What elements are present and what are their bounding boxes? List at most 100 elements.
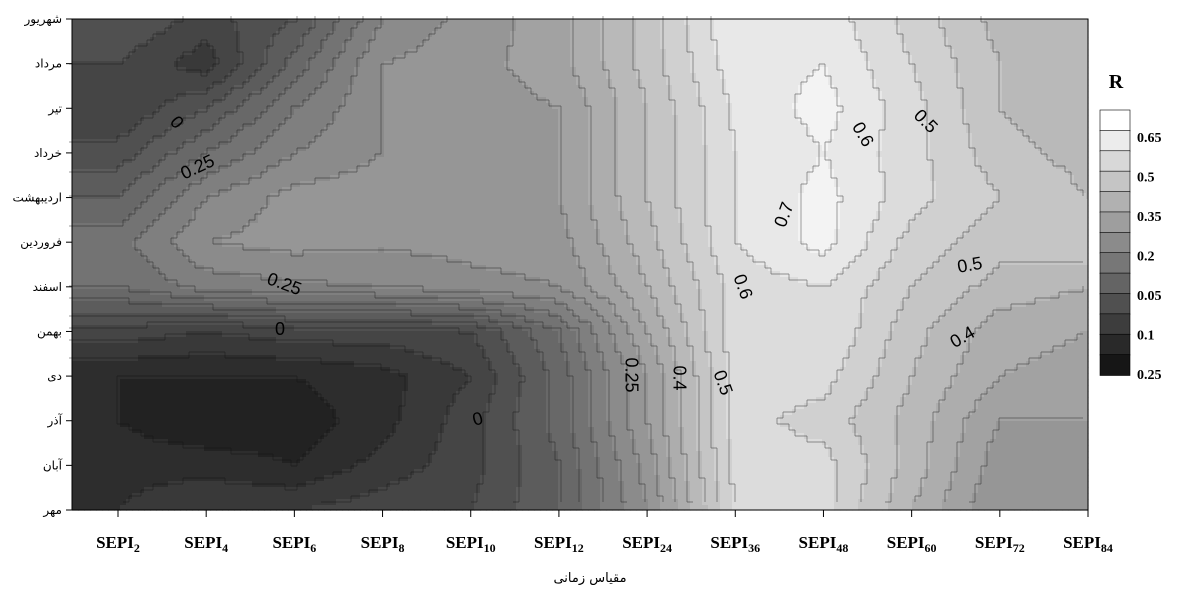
- contour-cell: [360, 121, 367, 128]
- contour-cell: [834, 49, 841, 56]
- contour-cell: [636, 103, 643, 110]
- contour-cell: [282, 91, 289, 98]
- contour-cell: [906, 175, 913, 182]
- contour-cell: [534, 139, 541, 146]
- contour-cell: [810, 151, 817, 158]
- contour-cell: [828, 181, 835, 188]
- contour-cell: [606, 91, 613, 98]
- contour-cell: [834, 31, 841, 38]
- contour-cell: [84, 67, 91, 74]
- contour-cell: [846, 121, 853, 128]
- contour-cell: [1074, 157, 1081, 164]
- contour-cell: [900, 61, 907, 68]
- contour-cell: [546, 163, 553, 170]
- contour-cell: [168, 145, 175, 152]
- contour-cell: [1008, 67, 1015, 74]
- contour-cell: [678, 19, 685, 26]
- contour-cell: [1026, 61, 1033, 68]
- contour-cell: [888, 127, 895, 134]
- contour-cell: [990, 157, 997, 164]
- contour-cell: [456, 181, 463, 188]
- contour-cell: [1032, 151, 1039, 158]
- contour-cell: [618, 133, 625, 140]
- contour-cell: [756, 67, 763, 74]
- contour-cell: [768, 79, 775, 86]
- contour-cell: [612, 55, 619, 62]
- contour-cell: [996, 121, 1003, 128]
- contour-cell: [972, 133, 979, 140]
- contour-cell: [918, 139, 925, 146]
- contour-cell: [1050, 73, 1057, 80]
- contour-cell: [798, 37, 805, 44]
- contour-cell: [570, 79, 577, 86]
- contour-cell: [330, 157, 337, 164]
- contour-cell: [246, 19, 253, 26]
- contour-cell: [162, 85, 169, 92]
- contour-cell: [504, 151, 511, 158]
- contour-cell: [420, 43, 427, 50]
- contour-cell: [714, 133, 721, 140]
- contour-cell: [780, 37, 787, 44]
- contour-cell: [198, 49, 205, 56]
- contour-cell: [1074, 91, 1081, 98]
- contour-cell: [690, 109, 697, 116]
- contour-cell: [240, 133, 247, 140]
- contour-cell: [78, 121, 85, 128]
- contour-cell: [342, 25, 349, 32]
- contour-cell: [294, 61, 301, 68]
- contour-cell: [1032, 97, 1039, 104]
- contour-cell: [234, 175, 241, 182]
- contour-cell: [870, 31, 877, 38]
- contour-cell: [756, 145, 763, 152]
- contour-cell: [450, 37, 457, 44]
- contour-cell: [438, 127, 445, 134]
- contour-cell: [528, 187, 535, 194]
- contour-cell: [720, 103, 727, 110]
- contour-cell: [240, 103, 247, 110]
- contour-cell: [282, 31, 289, 38]
- contour-cell: [402, 157, 409, 164]
- contour-cell: [1020, 181, 1027, 188]
- contour-cell: [498, 85, 505, 92]
- contour-cell: [756, 79, 763, 86]
- contour-cell: [78, 49, 85, 56]
- contour-cell: [288, 127, 295, 134]
- contour-cell: [456, 187, 463, 194]
- contour-cell: [552, 43, 559, 50]
- contour-cell: [720, 43, 727, 50]
- contour-cell: [468, 175, 475, 182]
- contour-cell: [582, 55, 589, 62]
- contour-cell: [738, 97, 745, 104]
- contour-cell: [552, 181, 559, 188]
- contour-cell: [84, 103, 91, 110]
- contour-cell: [372, 163, 379, 170]
- contour-cell: [1032, 31, 1039, 38]
- contour-cell: [816, 55, 823, 62]
- contour-cell: [924, 163, 931, 170]
- contour-cell: [1032, 37, 1039, 44]
- contour-cell: [666, 67, 673, 74]
- contour-cell: [234, 109, 241, 116]
- contour-cell: [144, 127, 151, 134]
- contour-cell: [234, 151, 241, 158]
- contour-cell: [768, 109, 775, 116]
- contour-cell: [1044, 163, 1051, 170]
- contour-cell: [174, 85, 181, 92]
- contour-cell: [378, 169, 385, 176]
- contour-cell: [660, 103, 667, 110]
- contour-cell: [846, 157, 853, 164]
- contour-cell: [954, 157, 961, 164]
- contour-cell: [246, 37, 253, 44]
- contour-cell: [1050, 109, 1057, 116]
- contour-cell: [216, 49, 223, 56]
- contour-cell: [348, 139, 355, 146]
- contour-cell: [408, 145, 415, 152]
- contour-cell: [210, 187, 217, 194]
- contour-cell: [1026, 43, 1033, 50]
- contour-cell: [1020, 55, 1027, 62]
- contour-cell: [174, 139, 181, 146]
- contour-cell: [1086, 151, 1089, 158]
- contour-cell: [786, 187, 793, 194]
- contour-cell: [108, 121, 115, 128]
- contour-cell: [540, 43, 547, 50]
